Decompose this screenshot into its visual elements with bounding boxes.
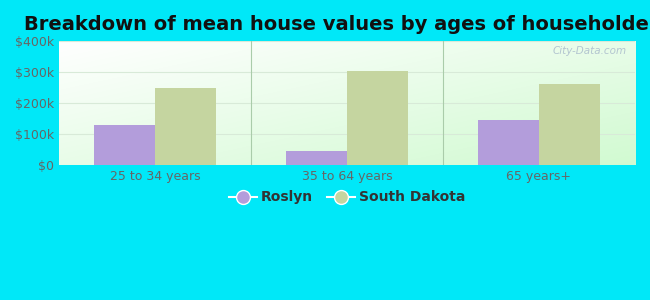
Title: Breakdown of mean house values by ages of householders: Breakdown of mean house values by ages o… xyxy=(24,15,650,34)
Bar xyxy=(94,125,155,165)
Bar xyxy=(285,151,347,165)
Bar xyxy=(347,70,408,165)
Text: City-Data.com: City-Data.com xyxy=(552,46,627,56)
Legend: Roslyn, South Dakota: Roslyn, South Dakota xyxy=(224,185,471,210)
Bar xyxy=(478,120,539,165)
Bar xyxy=(539,84,601,165)
Bar xyxy=(155,88,216,165)
